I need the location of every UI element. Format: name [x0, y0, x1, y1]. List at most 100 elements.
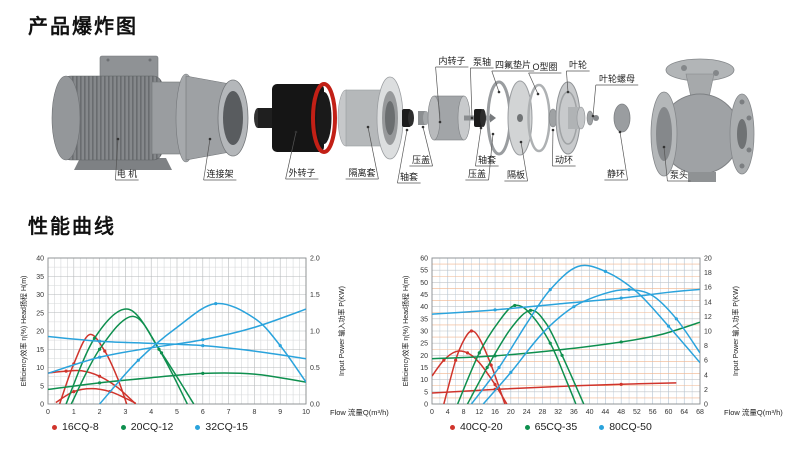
svg-text:叶轮: 叶轮	[569, 59, 587, 70]
svg-text:压盖: 压盖	[468, 168, 486, 179]
exploded-view-title: 产品爆炸图	[28, 16, 138, 38]
svg-text:25: 25	[36, 310, 44, 317]
svg-text:50: 50	[420, 280, 428, 287]
x-axis-label: Flow 流量Q(m³/h)	[330, 407, 389, 417]
svg-text:12: 12	[704, 314, 712, 321]
svg-text:45: 45	[420, 292, 428, 299]
shaft-sleeve-small-part	[402, 109, 429, 127]
svg-text:轴套: 轴套	[478, 154, 496, 165]
legend-label: 65CQ-35	[534, 421, 578, 433]
chart-series	[432, 264, 700, 404]
legend-item-80CQ-50: 80CQ-50	[599, 421, 652, 433]
svg-text:轴套: 轴套	[400, 171, 418, 182]
svg-text:隔离套: 隔离套	[348, 167, 375, 178]
connecting-frame-part	[175, 73, 249, 163]
inner-rotor-part	[427, 95, 496, 141]
svg-text:四氟垫片: 四氟垫片	[495, 59, 531, 70]
svg-text:40: 40	[586, 409, 594, 416]
svg-text:10: 10	[36, 365, 44, 372]
svg-text:2: 2	[98, 409, 102, 416]
part-label: O型圈	[528, 62, 562, 96]
svg-text:18: 18	[704, 270, 712, 277]
x-axis-label: Flow 流量Q(m³/h)	[724, 407, 783, 417]
part-label: 连接架	[203, 137, 237, 181]
svg-text:1: 1	[72, 409, 76, 416]
svg-text:0: 0	[40, 402, 44, 409]
40CQ-20-power-curve	[432, 382, 677, 394]
svg-text:内转子: 内转子	[438, 55, 465, 66]
svg-text:2.0: 2.0	[310, 256, 320, 263]
80CQ-50-head-curve	[470, 264, 700, 404]
svg-text:10: 10	[420, 377, 428, 384]
part-label: 压盖	[465, 132, 495, 181]
32CQ-15-power-curve	[48, 308, 306, 375]
chart-series	[48, 302, 306, 404]
svg-text:60: 60	[665, 409, 673, 416]
svg-text:20: 20	[507, 409, 515, 416]
svg-text:0: 0	[46, 409, 50, 416]
svg-text:电 机: 电 机	[117, 168, 138, 179]
gasket-and-discs	[486, 80, 551, 156]
svg-text:15: 15	[420, 365, 428, 372]
exploded-part-labels: 电 机连接架 外转子 隔离套 轴套压盖内转子 泵轴压盖轴套四氟垫片隔板O型圈动环叶轮叶轮…	[115, 55, 691, 184]
svg-text:40: 40	[420, 304, 428, 311]
legend-item-65CQ-35: 65CQ-35	[524, 421, 578, 433]
part-label: 四氟垫片	[491, 59, 535, 94]
part-label: 静环	[604, 130, 628, 181]
chart1-legend: 16CQ-8 20CQ-12 32CQ-15	[52, 421, 248, 433]
20CQ-12-head-curve	[70, 315, 195, 404]
svg-text:1.0: 1.0	[310, 329, 320, 336]
svg-text:0.0: 0.0	[310, 402, 320, 409]
svg-text:30: 30	[36, 292, 44, 299]
svg-text:20: 20	[420, 353, 428, 360]
svg-text:5: 5	[424, 389, 428, 396]
svg-text:0: 0	[424, 402, 428, 409]
part-label: 外转子	[285, 130, 319, 180]
legend-dot	[450, 424, 455, 430]
part-label: 隔板	[504, 140, 528, 182]
svg-text:5: 5	[40, 383, 44, 390]
chart-axis-ticks: 0 1 2 3 4 5 6 7 8 9 10 0 5 10 15 20 25 30 35 40 0.0 0.5 1.0 1.5…	[36, 256, 320, 417]
legend-label: 32CQ-15	[205, 421, 248, 433]
left-axis-label: Efficiency效率 η(%) Head扬程 H(m)	[401, 276, 410, 387]
svg-text:10: 10	[704, 329, 712, 336]
left-axis-label: Efficiency效率 η(%) Head扬程 H(m)	[19, 276, 28, 387]
part-label: 电 机	[115, 137, 139, 181]
svg-text:9: 9	[278, 409, 282, 416]
legend-dot	[599, 424, 605, 430]
svg-text:12: 12	[475, 409, 483, 416]
svg-text:64: 64	[680, 409, 688, 416]
svg-text:O型圈: O型圈	[532, 62, 557, 72]
svg-text:0: 0	[430, 409, 434, 416]
impeller-group	[548, 81, 631, 155]
65CQ-35-power-curve	[432, 321, 700, 360]
part-label: 隔离套	[345, 125, 379, 180]
right-axis-label: Input Power 输入功率 P(KW)	[731, 286, 740, 376]
legend-item-16CQ-8: 16CQ-8	[52, 421, 99, 433]
legend-dot	[52, 424, 57, 430]
svg-text:4: 4	[149, 409, 153, 416]
svg-text:55: 55	[420, 268, 428, 275]
svg-text:35: 35	[36, 274, 44, 281]
chart-axis-ticks: 0 4 8 12 16 20 24 28 32 36 40 44 48 52 56 60 64 680510152…	[420, 256, 712, 417]
svg-text:25: 25	[420, 341, 428, 348]
legend-item-40CQ-20: 40CQ-20	[450, 421, 503, 433]
part-label: 叶轮	[566, 59, 590, 94]
svg-text:0.5: 0.5	[310, 365, 320, 372]
chart2-legend: 40CQ-20 65CQ-35 80CQ-50	[450, 421, 652, 433]
legend-label: 40CQ-20	[460, 421, 503, 433]
svg-text:6: 6	[704, 358, 708, 365]
svg-text:60: 60	[420, 256, 428, 263]
part-label: 内转子	[435, 55, 469, 124]
part-label: 轴套	[397, 128, 421, 184]
svg-text:32: 32	[554, 409, 562, 416]
svg-text:30: 30	[420, 329, 428, 336]
pump-head-part	[650, 58, 755, 182]
svg-text:16: 16	[491, 409, 499, 416]
svg-text:8: 8	[462, 409, 466, 416]
svg-text:0: 0	[704, 402, 708, 409]
svg-text:隔板: 隔板	[507, 169, 525, 180]
performance-chart-large-models: 0 4 8 12 16 20 24 28 32 36 40 44 48 52 56 60 64 680510152…	[401, 256, 783, 418]
